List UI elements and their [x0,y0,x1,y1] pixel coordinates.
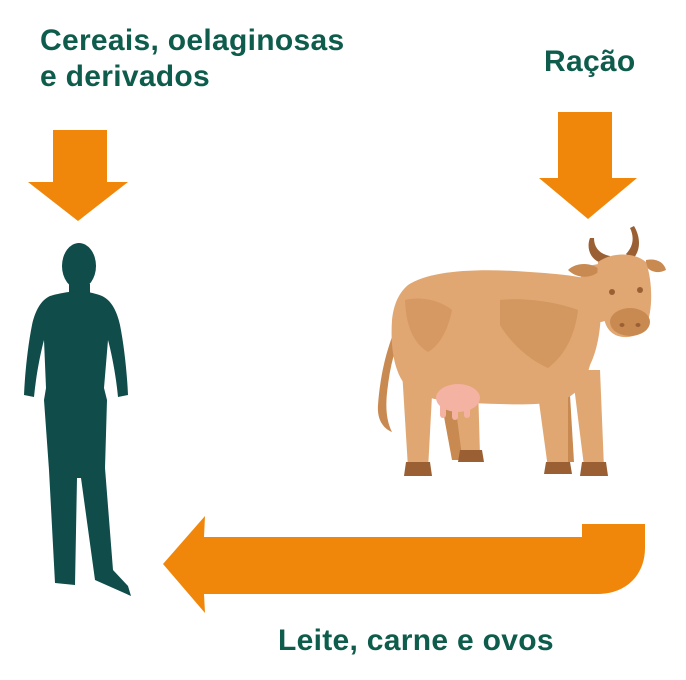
cereals-label: Cereais, oelaginosas e derivados [40,23,344,95]
feed-label: Ração [544,45,636,78]
cereals-arrow-icon [28,130,128,221]
cow-illustration-icon [377,226,666,476]
feed-arrow-icon [539,112,637,219]
udder-icon [436,384,480,420]
person-silhouette-icon [24,243,131,596]
return-arrow-icon [163,516,645,613]
cereals-label-line2: e derivados [40,60,211,93]
products-label: Leite, carne e ovos [278,624,554,657]
cereals-label-line1: Cereais, oelaginosas [40,24,345,57]
